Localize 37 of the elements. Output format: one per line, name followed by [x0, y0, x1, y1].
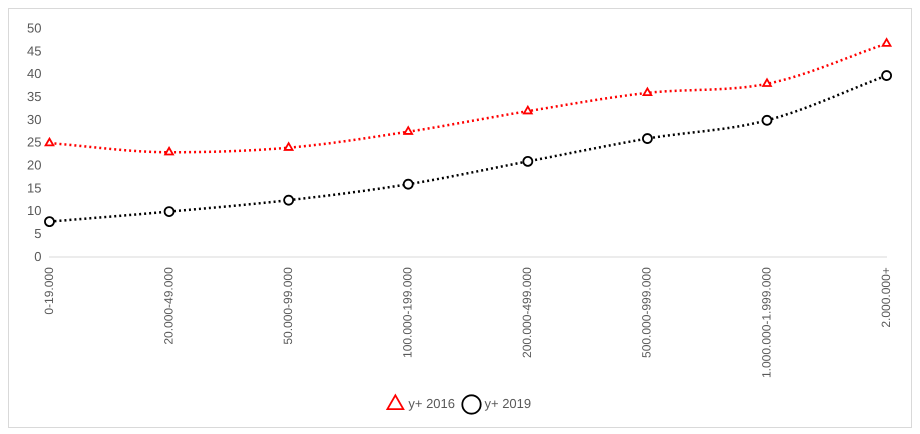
x-tick-label: 100.000-199.000 — [400, 266, 415, 358]
legend-label: y+ 2016 — [408, 396, 455, 412]
point — [522, 156, 534, 167]
y-tick-label: 50 — [26, 20, 42, 36]
x-tick-label: 50.000-99.000 — [280, 266, 295, 345]
point — [881, 70, 892, 81]
legend-label: y+ 2019 — [484, 396, 532, 412]
y-tick-label: 5 — [34, 226, 42, 241]
x-tick-label: 500.000-999.000 — [640, 266, 654, 358]
point — [44, 138, 54, 146]
y-tick-label: 35 — [26, 89, 42, 104]
point — [882, 38, 892, 47]
y-tick-label: 45 — [26, 43, 42, 58]
x-tick-label: 1.000.000-1.999.000 — [759, 266, 774, 378]
y-tick-label: 20 — [26, 158, 42, 173]
y-tick-label: 10 — [26, 203, 42, 218]
x-tick-label: 20.000-49.000 — [161, 266, 176, 345]
point — [164, 206, 174, 217]
y-tick-label: 0 — [34, 248, 42, 264]
x-tick-label: 2.000.000+ — [878, 267, 893, 328]
point — [402, 178, 414, 190]
point — [523, 106, 533, 114]
point — [762, 114, 772, 126]
x-tick-label: 200.000-499.000 — [520, 266, 534, 358]
point — [283, 194, 294, 206]
point — [642, 133, 653, 144]
x-tick-label: 0-19.000 — [42, 266, 56, 315]
point — [164, 146, 174, 156]
point — [762, 78, 772, 87]
y-tick-label: 30 — [26, 112, 42, 127]
y-tick-label: 40 — [26, 66, 42, 82]
y-tick-label: 25 — [26, 134, 42, 150]
point — [403, 126, 414, 135]
point — [642, 88, 652, 96]
point — [284, 142, 294, 151]
y-tick-label: 15 — [26, 180, 42, 196]
point — [44, 216, 55, 228]
